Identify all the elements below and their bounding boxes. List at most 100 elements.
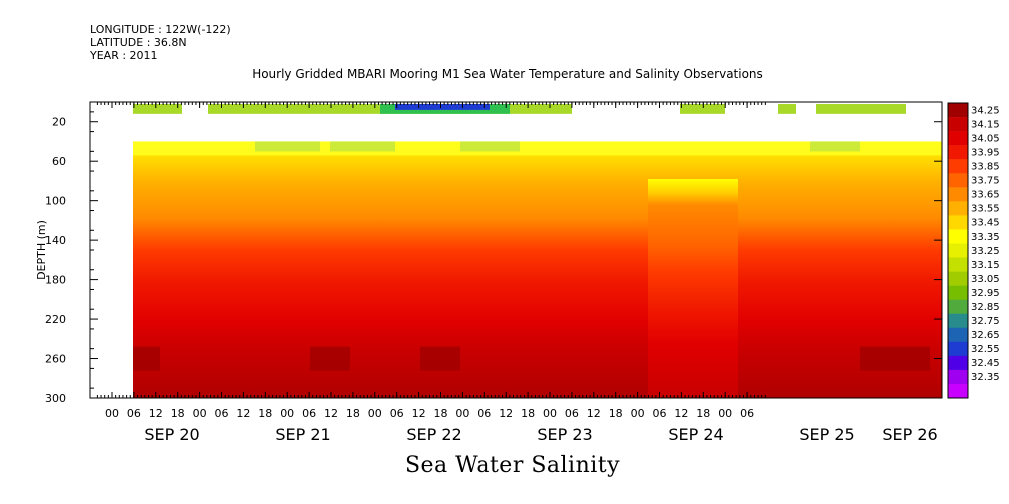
salinity-field-background	[133, 141, 942, 398]
x-tick-label: 18	[521, 407, 535, 420]
colorbar-swatch	[948, 187, 968, 202]
x-tick-label: 00	[718, 407, 732, 420]
y-tick-label: 220	[45, 313, 66, 326]
x-tick-label: 12	[236, 407, 250, 420]
colorbar-label: 33.65	[971, 190, 1000, 201]
colorbar-swatch	[948, 271, 968, 286]
colorbar-label: 34.25	[971, 105, 1000, 116]
chart-subtitle: Sea Water Salinity	[404, 453, 621, 478]
x-axis: 00 06 12 18 00 06 12 18 00 06 12 18 00 06 12 18 00 06 12 18…	[96, 102, 938, 444]
colorbar-swatch	[948, 383, 968, 399]
y-tick-label: 300	[45, 392, 66, 405]
colorbar-swatch	[948, 327, 968, 343]
x-day-label: SEP 22	[406, 425, 461, 444]
salinity-field-deep-patch	[310, 346, 350, 371]
x-tick-label: 00	[368, 407, 382, 420]
colorbar-swatch	[948, 103, 968, 118]
surface-segment	[133, 103, 182, 114]
colorbar-label: 33.55	[971, 204, 1000, 215]
x-tick-label: 00	[543, 407, 557, 420]
colorbar-label: 33.05	[971, 274, 1000, 285]
x-tick-label: 18	[171, 407, 185, 420]
x-tick-label: 00	[105, 407, 119, 420]
colorbar-label: 33.25	[971, 246, 1000, 257]
year-label: YEAR : 2011	[90, 49, 158, 62]
colorbar-label: 33.35	[971, 232, 1000, 243]
y-tick-label: 180	[45, 274, 66, 287]
chart-title: Hourly Gridded MBARI Mooring M1 Sea Wate…	[252, 67, 763, 81]
colorbar-label: 34.15	[971, 119, 1000, 130]
salinity-field-deep-patch	[133, 346, 160, 371]
colorbar-label: 32.95	[971, 288, 1000, 299]
colorbar-label: 34.05	[971, 133, 1000, 144]
colorbar-label: 33.75	[971, 176, 1000, 187]
x-tick-label: 06	[215, 407, 229, 420]
colorbar: 34.25 34.15 34.05 33.95 33.85 33.75 33.65 33.55…	[947, 102, 1000, 399]
x-tick-label: 18	[346, 407, 360, 420]
x-tick-label: 12	[587, 407, 601, 420]
colorbar-swatch	[948, 341, 968, 357]
colorbar-label: 32.85	[971, 302, 1000, 313]
x-day-label: SEP 23	[537, 425, 592, 444]
colorbar-swatch	[948, 159, 968, 174]
colorbar-swatch	[948, 299, 968, 315]
colorbar-swatch	[948, 285, 968, 300]
salinity-field	[133, 141, 942, 398]
x-day-label: SEP 25	[799, 425, 854, 444]
colorbar-swatch	[948, 229, 968, 244]
x-day-label: SEP 24	[668, 425, 723, 444]
salinity-field-deep-patch	[420, 346, 460, 371]
colorbar-swatch	[948, 215, 968, 230]
surface-segment	[680, 103, 725, 114]
x-tick-label: 06	[653, 407, 667, 420]
colorbar-swatch	[948, 313, 968, 329]
x-tick-label: 00	[280, 407, 294, 420]
x-tick-label: 06	[565, 407, 579, 420]
x-tick-label: 12	[499, 407, 513, 420]
y-tick-label: 260	[45, 353, 66, 366]
x-tick-label: 18	[696, 407, 710, 420]
salinity-field-deep-patch	[860, 346, 930, 371]
x-day-label: SEP 21	[275, 425, 330, 444]
x-tick-label: 00	[193, 407, 207, 420]
x-tick-label: 18	[434, 407, 448, 420]
x-tick-label: 06	[302, 407, 316, 420]
colorbar-swatch	[948, 257, 968, 272]
x-tick-label: 06	[477, 407, 491, 420]
colorbar-label: 33.45	[971, 218, 1000, 229]
colorbar-swatch	[948, 173, 968, 188]
colorbar-label: 33.95	[971, 147, 1000, 158]
salinity-field-green-patch	[255, 141, 320, 152]
x-tick-label: 00	[455, 407, 469, 420]
salinity-field-green-patch	[460, 141, 520, 152]
y-tick-label: 20	[52, 116, 66, 129]
colorbar-swatch	[948, 369, 968, 385]
surface-segment	[816, 103, 906, 114]
x-day-label: SEP 26	[882, 425, 937, 444]
x-tick-label: 06	[127, 407, 141, 420]
y-tick-label: 60	[52, 155, 66, 168]
x-tick-label: 12	[674, 407, 688, 420]
colorbar-label: 32.45	[971, 358, 1000, 369]
colorbar-label: 33.85	[971, 162, 1000, 173]
colorbar-swatch	[948, 243, 968, 258]
surface-salinity-strip	[133, 103, 906, 114]
colorbar-label: 32.55	[971, 344, 1000, 355]
colorbar-label: 32.35	[971, 372, 1000, 383]
x-tick-label: 06	[740, 407, 754, 420]
y-tick-label: 100	[45, 195, 66, 208]
y-axis: 20 60 100 140 180 220 260 300 DEPTH (m)	[35, 111, 942, 405]
colorbar-swatch	[948, 201, 968, 216]
x-tick-label: 00	[631, 407, 645, 420]
longitude-label: LONGITUDE : 122W(-122)	[90, 23, 231, 36]
x-tick-label: 12	[149, 407, 163, 420]
surface-segment	[778, 103, 796, 114]
x-day-label: SEP 20	[144, 425, 199, 444]
colorbar-label: 32.75	[971, 316, 1000, 327]
salinity-field-green-patch	[330, 141, 395, 152]
latitude-label: LATITUDE : 36.8N	[90, 36, 187, 49]
x-tick-label: 12	[324, 407, 338, 420]
colorbar-border	[947, 102, 969, 399]
colorbar-label: 32.65	[971, 330, 1000, 341]
